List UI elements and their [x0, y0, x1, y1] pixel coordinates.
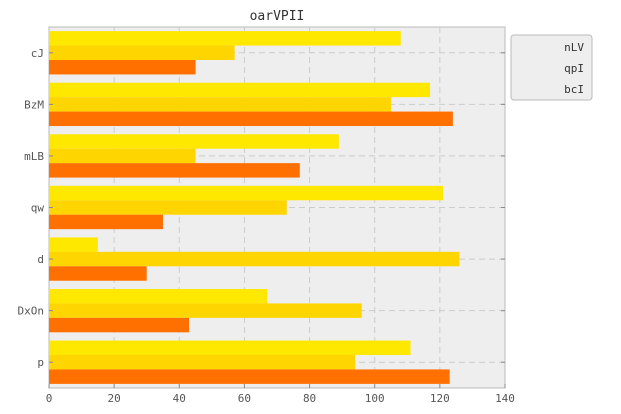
bar-qpI — [49, 200, 287, 215]
chart-title: oarVPII — [250, 9, 305, 24]
bar-bcI — [49, 163, 300, 178]
x-tick-label: 80 — [303, 392, 316, 405]
legend-entry-nLV: nLV — [564, 41, 584, 54]
x-tick-label: 40 — [173, 392, 186, 405]
y-tick-label: qw — [31, 202, 45, 215]
bar-qpI — [49, 97, 391, 112]
bar-nLV — [49, 340, 411, 355]
legend-entry-qpI: qpI — [564, 62, 584, 75]
bar-bcI — [49, 369, 450, 384]
legend: nLV qpI bcI — [510, 34, 593, 101]
bar-nLV — [49, 134, 339, 149]
axes: 0 20 40 60 80 100 120 140 cJ BzM mLB qw d DxOn p — [18, 47, 515, 405]
x-tick-label: 60 — [238, 392, 251, 405]
bar-nLV — [49, 288, 268, 304]
x-tick-label: 0 — [46, 392, 53, 405]
bars — [49, 31, 460, 384]
x-tick-label: 100 — [365, 392, 385, 405]
x-tick-label: 20 — [108, 392, 121, 405]
bar-qpI — [49, 251, 460, 267]
legend-box — [510, 34, 593, 101]
bar-bcI — [49, 317, 190, 333]
bar-bcI — [49, 266, 147, 281]
bar-qpI — [49, 45, 235, 61]
bar-qpI — [49, 303, 362, 318]
x-tick-label: 120 — [430, 392, 450, 405]
bar-bcI — [49, 60, 196, 75]
bar-nLV — [49, 185, 444, 201]
y-tick-label: DxOn — [18, 305, 45, 318]
bar-nLV — [49, 82, 431, 98]
y-tick-label: mLB — [24, 150, 44, 163]
bar-bcI — [49, 111, 453, 127]
y-tick-label: p — [37, 356, 44, 369]
bar-qpI — [49, 354, 356, 370]
bar-qpI — [49, 148, 196, 164]
y-tick-label: cJ — [31, 47, 44, 60]
bar-nLV — [49, 237, 98, 252]
y-tick-label: BzM — [24, 98, 44, 111]
x-tick-label: 140 — [495, 392, 515, 405]
bar-bcI — [49, 214, 163, 230]
bar-nLV — [49, 31, 401, 46]
y-tick-label: d — [37, 253, 44, 266]
legend-entry-bcI: bcI — [564, 83, 584, 96]
